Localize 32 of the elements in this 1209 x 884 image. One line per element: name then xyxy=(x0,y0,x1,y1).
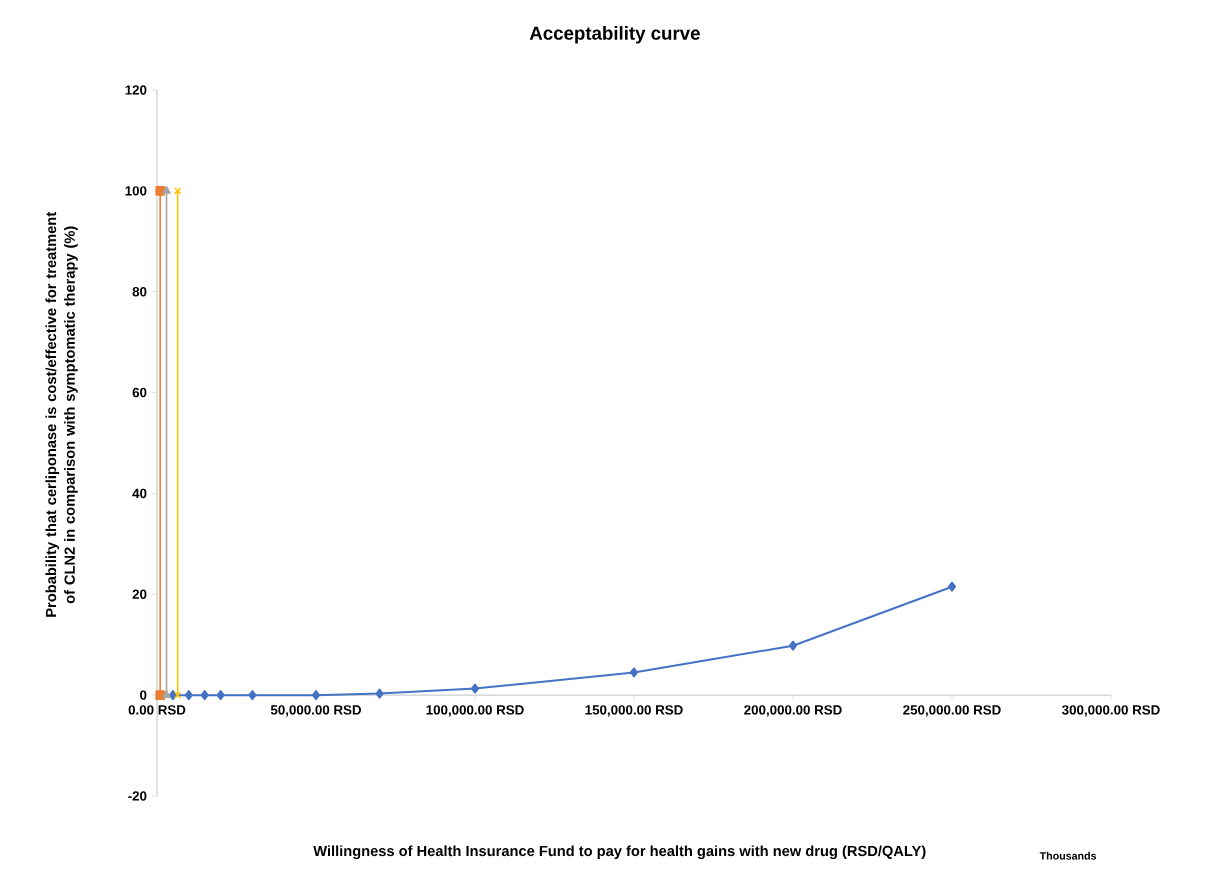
y-tick-label: -20 xyxy=(128,791,147,801)
y-tick-label: 20 xyxy=(132,589,147,599)
point xyxy=(375,688,384,699)
chart-title: Acceptability curve xyxy=(529,26,700,44)
point xyxy=(184,690,193,701)
x-tick-label: 300,000.00 RSD xyxy=(1062,705,1160,717)
y-tick-label: 0 xyxy=(140,690,147,700)
y-axis-title: Probability that cerliponase is cost/effective for treatment of CLN2 in comparison with symptomatic therapy (%) xyxy=(45,212,78,617)
text: Thousands xyxy=(1039,851,1097,860)
point xyxy=(630,667,639,678)
point xyxy=(200,690,209,701)
y-tick-label: 40 xyxy=(132,488,147,499)
point xyxy=(948,581,957,592)
point xyxy=(216,690,225,701)
y-tick-label: 80 xyxy=(132,286,147,297)
x-tick-label: 100,000.00 RSD xyxy=(426,705,524,717)
point xyxy=(312,690,321,701)
y-tick-label: 100 xyxy=(125,186,147,196)
y-tick-label: 120 xyxy=(125,85,147,95)
point xyxy=(248,690,257,701)
point xyxy=(471,683,480,694)
y-tick-label: 60 xyxy=(132,387,147,398)
point xyxy=(155,186,165,196)
point xyxy=(789,640,798,651)
point xyxy=(155,690,165,700)
x-tick-label: 250,000.00 RSD xyxy=(903,705,1001,717)
x-tick-label: 200,000.00 RSD xyxy=(744,705,842,717)
x-tick-label: 0.00 RSD xyxy=(128,705,186,715)
x-tick-label: 50,000.00 RSD xyxy=(270,705,362,717)
point xyxy=(168,690,177,701)
x-axis-title: Willingness of Health Insurance Fund to pay for health gains with new drug (RSD/QALY) xyxy=(313,845,926,860)
x-tick-label: 150,000.00 RSD xyxy=(585,705,683,717)
